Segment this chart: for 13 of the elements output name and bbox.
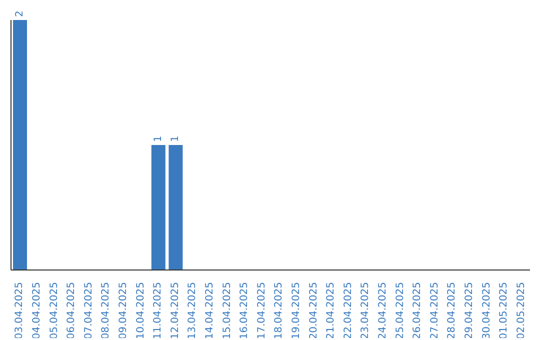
x-tick-label: 14.04.2025 — [204, 282, 216, 340]
x-tick-label: 12.04.2025 — [170, 282, 181, 340]
x-tick-label: 13.04.2025 — [187, 282, 198, 340]
x-tick-label: 11.04.2025 — [152, 282, 164, 340]
x-tick-label: 18.04.2025 — [274, 282, 285, 340]
x-tick-label: 17.04.2025 — [256, 282, 268, 340]
data-label: 1 — [152, 136, 164, 142]
x-tick-label: 19.04.2025 — [290, 282, 302, 340]
data-label: 1 — [170, 136, 182, 142]
data-label: 2 — [14, 10, 26, 17]
x-tick-label: 15.04.2025 — [222, 282, 233, 340]
x-tick-label: 16.04.2025 — [239, 282, 250, 340]
x-tick-label: 10.04.2025 — [135, 282, 146, 340]
